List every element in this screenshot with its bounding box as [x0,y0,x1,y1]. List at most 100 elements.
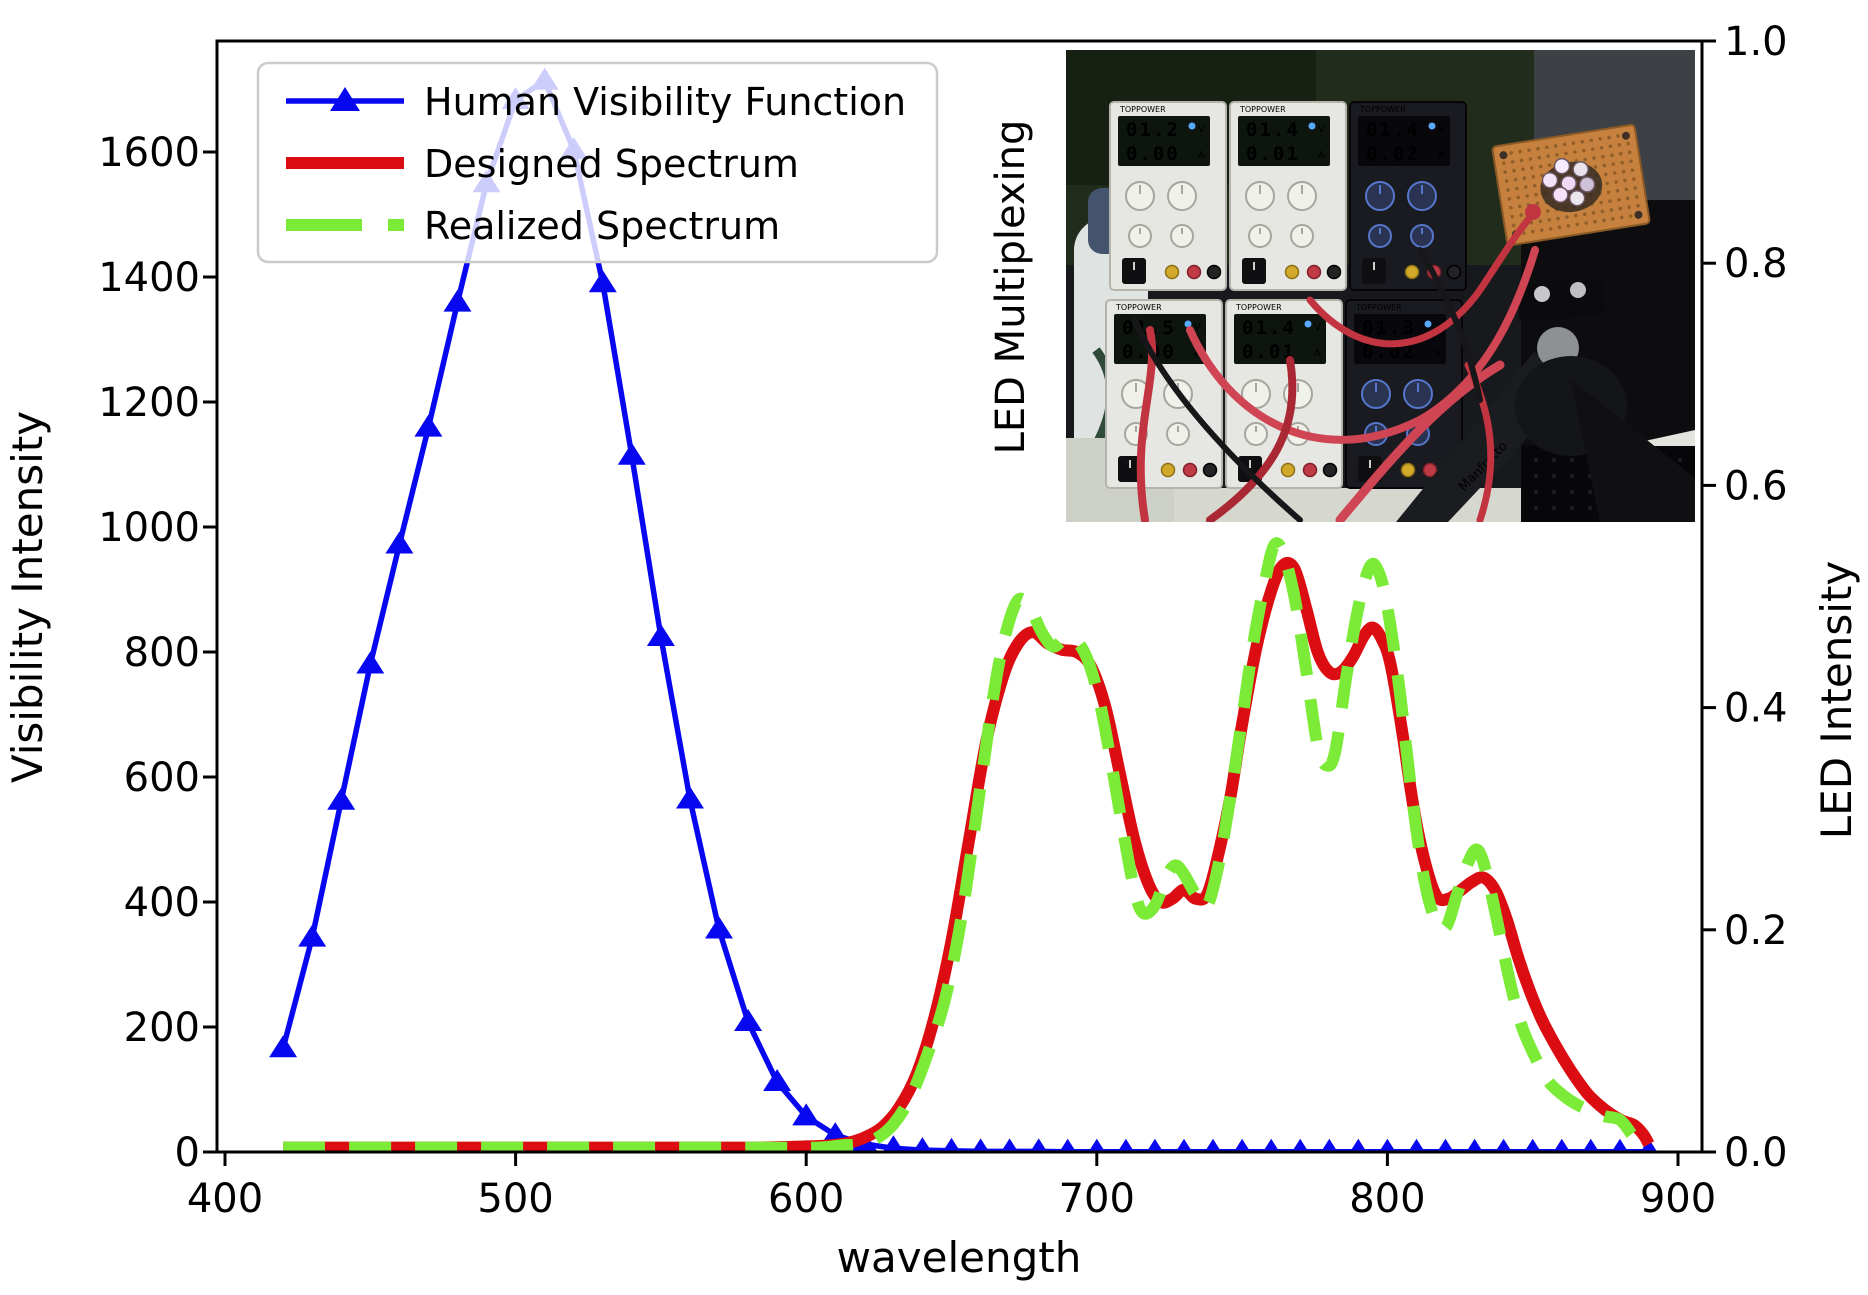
led [1553,157,1571,175]
triangle-marker [646,624,675,646]
psu-post-red [1422,462,1438,478]
psu-brand: TOPPOWER [1355,303,1402,312]
triangle-marker [676,786,704,809]
y-tick-label-right: 1.0 [1724,19,1788,65]
psu-amps-readout: 0.01 [1246,143,1300,165]
y-tick-label-right: 0.4 [1724,686,1788,732]
psu-indicator-led [1308,122,1316,130]
power-supply-3: TOPPOWER 01.40.02 V A [1349,101,1467,291]
psu-knob [1368,224,1392,248]
triangle-marker [385,531,414,554]
led [1572,161,1589,178]
inset-label: LED Multiplexing [988,120,1034,455]
psu-post-black [1206,264,1222,280]
y-tick-label-right: 0.2 [1724,908,1788,954]
psu-volts-readout: 01.4 [1246,119,1300,141]
psu-volts-readout: 01.4 [1366,119,1420,141]
triangle-marker [882,1135,905,1152]
y-tick-label-left: 0 [175,1130,200,1176]
y-tick-label-right: 0.8 [1724,241,1788,287]
triangle-marker [1437,1138,1454,1152]
triangle-marker [443,289,472,312]
legend-triangle-marker [330,87,360,111]
psu-knob [1166,422,1190,446]
psu-volt-unit: V [1194,322,1201,333]
psu-knob [1410,224,1434,248]
x-axis-label: wavelength [837,1233,1082,1282]
x-tick-label: 900 [1640,1176,1716,1222]
psu-knob [1287,181,1317,211]
triangle-marker [1291,1138,1309,1152]
triangle-marker [588,270,617,293]
psu-post-yellow [1284,264,1300,280]
y-tick-label-left: 1000 [98,505,200,551]
led-perfboard [1491,123,1651,247]
legend-item-1: Human Visibility Function [286,80,906,124]
psu-power-switch [1118,456,1142,482]
x-tick-label: 700 [1059,1176,1135,1222]
psu-brand: TOPPOWER [1119,105,1166,114]
psu-volt-unit: V [1314,322,1321,333]
psu-brand: TOPPOWER [1359,105,1406,114]
y-tick-label-left: 1200 [98,380,200,426]
plot-border [215,39,1704,1154]
legend-box [256,61,939,264]
triangle-marker [1233,1138,1251,1152]
legend-item-2: Designed Spectrum [286,142,799,186]
psu-knob [1290,224,1314,248]
psu-brand: TOPPOWER [1239,105,1286,114]
triangle-marker [1059,1138,1077,1152]
triangle-marker [1582,1138,1600,1152]
triangle-marker [792,1103,821,1126]
psu-amps-readout: 0.02 [1366,143,1420,165]
psu-indicator-led [1304,320,1312,328]
psu-indicator-led [1428,122,1436,130]
psu-knob [1128,224,1152,248]
triangle-marker [617,442,646,465]
legend: Human Visibility Function Designed Spectr… [256,61,939,264]
y-axis-label-left: Visibility Intensity [3,411,52,783]
triangle-marker [1524,1138,1542,1152]
wire [1306,211,1536,348]
psu-knob [1248,224,1272,248]
psu-knob [1125,181,1155,211]
y-tick-label-right: 0.0 [1724,1130,1788,1176]
y-tick-label-left: 600 [124,755,200,801]
triangle-marker [356,651,385,674]
psu-post-red [1302,462,1318,478]
legend-label: Designed Spectrum [424,142,799,186]
legend-item-3: Realized Spectrum [286,204,780,248]
series-line-realized-spectrum [283,537,1637,1152]
psu-display [1358,116,1450,166]
board-clamp [1516,278,1606,322]
triangle-marker [1146,1138,1164,1152]
power-supply-1: TOPPOWER 01.20.00 V A [1109,101,1227,291]
x-tick-label: 600 [768,1176,844,1222]
psu-knob [1407,181,1437,211]
x-tick-label: 800 [1349,1176,1425,1222]
psu-post-black [1322,462,1338,478]
psu-post-yellow [1404,264,1420,280]
led [1578,176,1596,193]
triangle-marker [298,924,327,947]
led [1560,175,1577,192]
psu-power-switch [1122,258,1146,284]
psu-brand: TOPPOWER [1115,303,1162,312]
psu-amp-unit: A [1198,150,1205,161]
psu-amps-readout: 0.01 [1242,341,1296,363]
x-tick-label: 500 [477,1176,553,1222]
psu-brand: TOPPOWER [1235,303,1282,312]
psu-display [1354,314,1446,364]
wires [1132,211,1539,522]
triangle-marker [1611,1138,1629,1152]
psu-volts-readout: 01.3 [1362,317,1416,339]
psu-amp-unit: A [1438,150,1445,161]
psu-power-switch [1362,258,1386,284]
psu-display [1234,314,1326,364]
wire-clamp [1525,204,1541,220]
psu-post-yellow [1164,264,1180,280]
triangle-marker [269,1035,298,1058]
